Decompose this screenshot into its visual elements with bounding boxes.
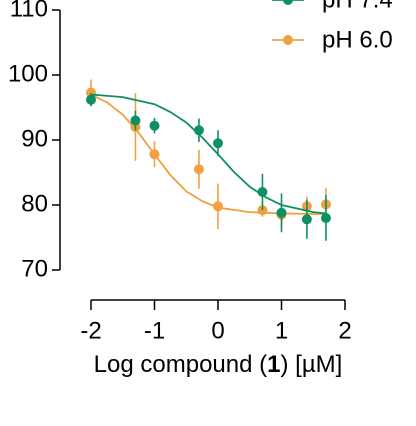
y-tick-label: 70 [21, 255, 48, 282]
y-tick-label: 90 [21, 125, 48, 152]
x-tick-label: 1 [275, 317, 288, 344]
data-point [301, 214, 312, 225]
data-point [213, 201, 223, 212]
legend-label: pH 6.0 [322, 26, 393, 53]
data-point [193, 164, 204, 175]
legend-marker [283, 35, 293, 45]
data-point [193, 125, 204, 136]
x-tick-label: 2 [338, 317, 351, 344]
x-tick-label: 0 [211, 317, 224, 344]
fit-curve [90, 93, 326, 215]
fit-curve [90, 93, 327, 215]
data-point [149, 120, 160, 131]
data-point [213, 138, 223, 149]
data-point [149, 149, 160, 160]
y-tick-label: 80 [21, 190, 48, 217]
x-tick-label: -1 [144, 317, 165, 344]
x-axis-label: Log compound (1) [µM] [94, 351, 343, 378]
x-label-part: Log compound ( [94, 351, 267, 378]
data-point [130, 115, 141, 126]
data-point [276, 207, 287, 218]
x-tick-label: -2 [80, 317, 101, 344]
x-label-part: ) [µM] [280, 351, 342, 378]
data-point [86, 94, 96, 105]
legend-label: pH 7.4 [322, 0, 393, 13]
y-tick-label: 100 [8, 60, 48, 87]
data-point [257, 187, 268, 197]
x-label-part: 1 [267, 351, 280, 378]
legend-marker [283, 0, 293, 5]
y-tick-label: 110 [10, 0, 48, 22]
data-point [320, 213, 331, 223]
